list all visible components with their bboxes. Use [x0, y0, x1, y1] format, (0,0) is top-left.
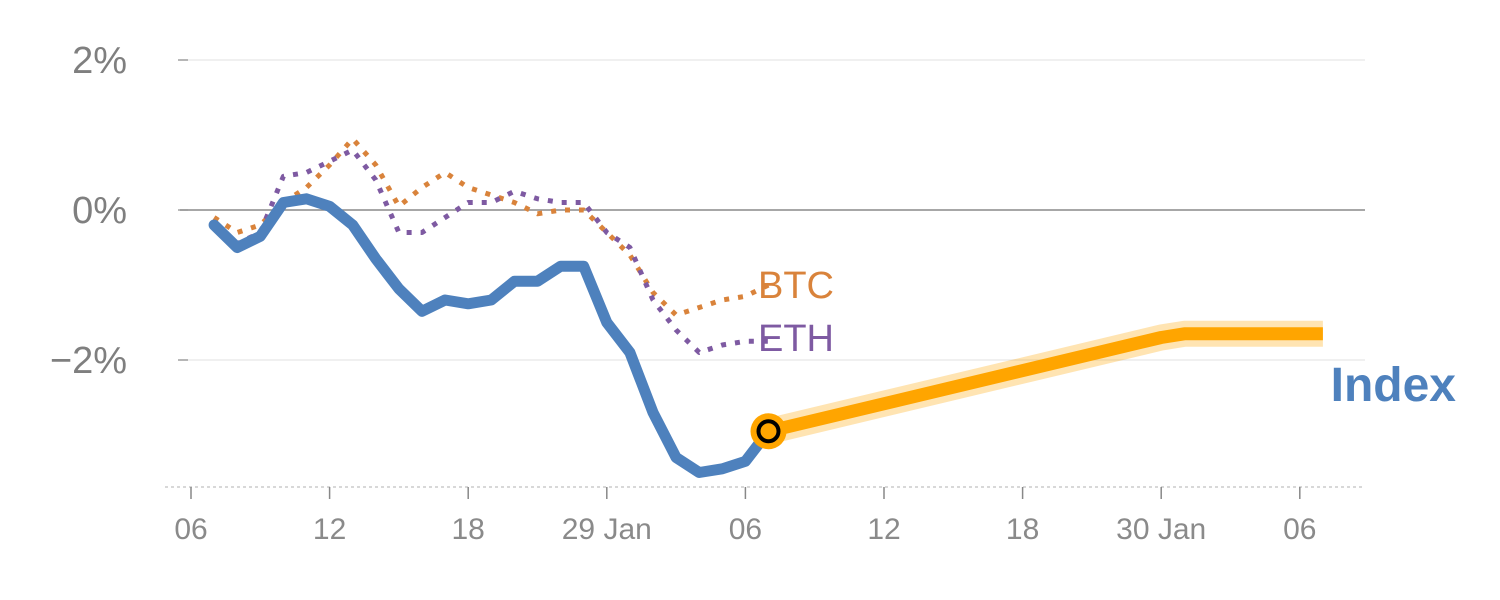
series-eth-line — [212, 147, 769, 355]
series-projection-line — [766, 327, 1323, 438]
x-tick-label: 18 — [452, 513, 485, 546]
current-point-marker-group — [750, 413, 787, 450]
x-tick-label: 29 Jan — [562, 513, 652, 546]
series-label-index: Index — [1331, 359, 1457, 412]
series-label-eth: ETH — [758, 318, 834, 360]
y-tick-label: 0% — [72, 190, 127, 232]
x-tick-label: 30 Jan — [1116, 513, 1206, 546]
x-tick-label: 12 — [867, 513, 900, 546]
series-index-line — [208, 193, 774, 478]
x-tick-label: 18 — [1006, 513, 1039, 546]
series-btc-line — [212, 136, 770, 318]
series-lines — [208, 136, 1323, 478]
x-tick-label: 06 — [1283, 513, 1316, 546]
x-axis — [165, 486, 1365, 499]
x-tick-label: 06 — [174, 513, 207, 546]
current-point-marker — [756, 419, 781, 444]
y-tick-label: 2% — [72, 40, 127, 82]
x-tick-label: 06 — [729, 513, 762, 546]
gridlines — [178, 59, 1365, 361]
y-tick-label: −2% — [50, 340, 127, 382]
tick-labels: 2% 0% −2% 06 12 18 29 Jan 06 12 18 30 Jan 06 — [50, 40, 1317, 546]
x-tick-label: 12 — [313, 513, 346, 546]
series-label-btc: BTC — [758, 265, 834, 307]
